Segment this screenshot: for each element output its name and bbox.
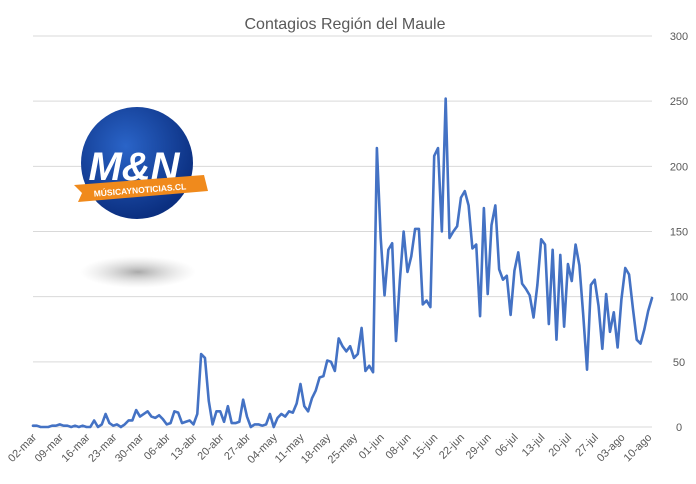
musicaynoticias-logo: M&N MÚSICAYNOTICIAS.CL — [74, 107, 208, 288]
x-axis-ticks: 02-mar09-mar16-mar23-mar30-mar06-abr13-a… — [6, 431, 654, 466]
x-tick-label: 13-abr — [169, 431, 200, 462]
x-tick-label: 10-ago — [622, 432, 655, 465]
x-tick-label: 02-mar — [6, 431, 39, 464]
y-tick-label: 250 — [670, 96, 688, 108]
x-tick-label: 30-mar — [113, 431, 146, 464]
y-axis-ticks: 0 50 100 150 200 250 300 — [670, 31, 688, 434]
x-tick-label: 16-mar — [59, 431, 92, 464]
x-tick-label: 23-mar — [86, 431, 119, 464]
logo-ribbon — [74, 175, 208, 202]
logo-shadow — [80, 256, 196, 288]
x-tick-label: 09-mar — [33, 431, 66, 464]
y-tick-label: 0 — [676, 422, 682, 434]
x-tick-label: 04-may — [245, 431, 280, 466]
y-tick-label: 50 — [673, 357, 685, 369]
x-tick-label: 08-jun — [383, 432, 413, 462]
x-tick-label: 22-jun — [437, 432, 467, 462]
chart-title: Contagios Región del Maule — [244, 16, 445, 33]
x-tick-label: 20-jul — [547, 432, 575, 460]
x-tick-label: 15-jun — [410, 432, 440, 462]
x-tick-label: 03-ago — [595, 432, 628, 465]
x-tick-label: 06-jul — [493, 432, 521, 460]
y-tick-label: 100 — [670, 292, 688, 304]
y-tick-label: 150 — [670, 227, 688, 239]
x-tick-label: 06-abr — [142, 431, 173, 462]
x-tick-label: 29-jun — [464, 432, 494, 462]
x-tick-label: 20-abr — [195, 431, 226, 462]
x-tick-label: 13-jul — [520, 432, 548, 460]
gridlines — [33, 35, 652, 428]
y-tick-label: 200 — [670, 161, 688, 173]
x-tick-label: 25-may — [326, 431, 361, 466]
series-line — [31, 97, 654, 429]
y-tick-label: 300 — [670, 31, 688, 43]
x-tick-label: 01-jun — [357, 432, 387, 462]
